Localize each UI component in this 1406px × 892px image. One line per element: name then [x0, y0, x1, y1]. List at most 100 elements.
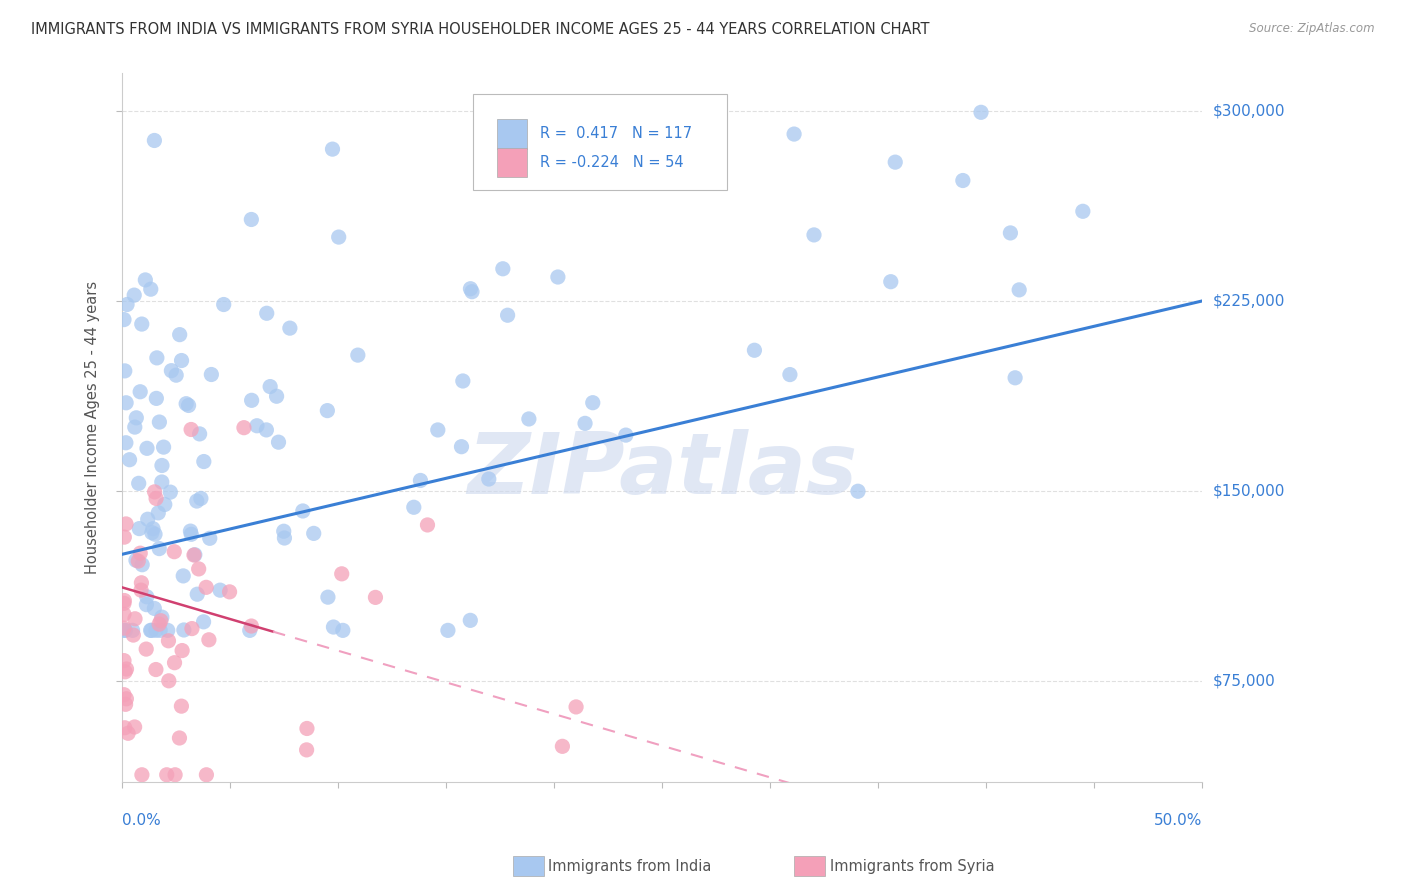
- Point: [115, 297, 138, 311]
- Point: [145, 491, 167, 506]
- Point: [614, 428, 637, 442]
- Point: [150, 458, 173, 473]
- Point: [195, 768, 218, 782]
- Point: [183, 548, 205, 562]
- Point: [112, 596, 135, 610]
- Point: [150, 475, 173, 489]
- Point: [145, 392, 167, 406]
- Point: [291, 504, 314, 518]
- Point: [170, 353, 193, 368]
- Point: [145, 624, 167, 638]
- Point: [193, 454, 215, 468]
- Point: [1008, 283, 1031, 297]
- Point: [129, 583, 152, 598]
- Point: [143, 527, 166, 541]
- Point: [131, 575, 153, 590]
- Point: [148, 415, 170, 429]
- Point: [172, 569, 194, 583]
- Point: [136, 512, 159, 526]
- Point: [316, 403, 339, 417]
- Point: [115, 435, 138, 450]
- Text: $300,000: $300,000: [1213, 103, 1285, 119]
- Point: [180, 527, 202, 541]
- Point: [240, 393, 263, 408]
- Point: [193, 615, 215, 629]
- Point: [143, 601, 166, 615]
- Bar: [496, 120, 527, 149]
- Point: [114, 721, 136, 735]
- Point: [332, 624, 354, 638]
- Point: [125, 410, 148, 425]
- Point: [141, 525, 163, 540]
- Point: [146, 351, 169, 365]
- Point: [131, 317, 153, 331]
- Point: [124, 420, 146, 434]
- Point: [316, 590, 339, 604]
- Point: [112, 530, 135, 544]
- Text: Immigrants from India: Immigrants from India: [548, 859, 711, 873]
- Point: [135, 590, 157, 604]
- Point: [112, 624, 135, 638]
- Point: [131, 558, 153, 572]
- Point: [273, 524, 295, 539]
- Point: [256, 306, 278, 320]
- Point: [122, 288, 145, 302]
- Point: [200, 368, 222, 382]
- Point: [254, 423, 277, 437]
- Text: $150,000: $150,000: [1213, 483, 1285, 499]
- Point: [783, 127, 806, 141]
- Point: [115, 691, 138, 706]
- Point: [139, 282, 162, 296]
- Point: [551, 739, 574, 754]
- Point: [112, 654, 135, 668]
- Point: [328, 230, 350, 244]
- Point: [153, 498, 176, 512]
- Point: [112, 688, 135, 702]
- Point: [246, 418, 269, 433]
- Point: [952, 173, 974, 187]
- Point: [124, 612, 146, 626]
- Point: [148, 541, 170, 556]
- Y-axis label: Householder Income Ages 25 - 44 years: Householder Income Ages 25 - 44 years: [86, 281, 100, 574]
- Point: [181, 622, 204, 636]
- Point: [169, 731, 191, 745]
- Point: [187, 562, 209, 576]
- Point: [426, 423, 449, 437]
- Text: $225,000: $225,000: [1213, 293, 1285, 309]
- Point: [295, 722, 318, 736]
- Point: [118, 452, 141, 467]
- Point: [574, 417, 596, 431]
- Point: [218, 585, 240, 599]
- Text: 0.0%: 0.0%: [122, 813, 160, 828]
- Point: [416, 518, 439, 533]
- Point: [157, 633, 180, 648]
- Point: [233, 420, 256, 434]
- Point: [492, 261, 515, 276]
- Point: [322, 620, 344, 634]
- Point: [136, 442, 159, 456]
- Point: [115, 662, 138, 676]
- Point: [278, 321, 301, 335]
- Point: [402, 500, 425, 515]
- Point: [186, 494, 208, 508]
- Point: [152, 440, 174, 454]
- Point: [128, 522, 150, 536]
- Point: [195, 580, 218, 594]
- Point: [744, 343, 766, 358]
- Point: [165, 768, 187, 782]
- Point: [437, 624, 460, 638]
- Point: [124, 720, 146, 734]
- Point: [461, 285, 484, 299]
- Point: [163, 544, 186, 558]
- Point: [117, 726, 139, 740]
- Text: ZIPatlas: ZIPatlas: [467, 429, 858, 512]
- Point: [846, 484, 869, 499]
- Point: [173, 623, 195, 637]
- Point: [302, 526, 325, 541]
- Point: [169, 327, 191, 342]
- Point: [141, 624, 163, 638]
- Point: [779, 368, 801, 382]
- Point: [212, 297, 235, 311]
- Point: [239, 624, 262, 638]
- Point: [129, 546, 152, 560]
